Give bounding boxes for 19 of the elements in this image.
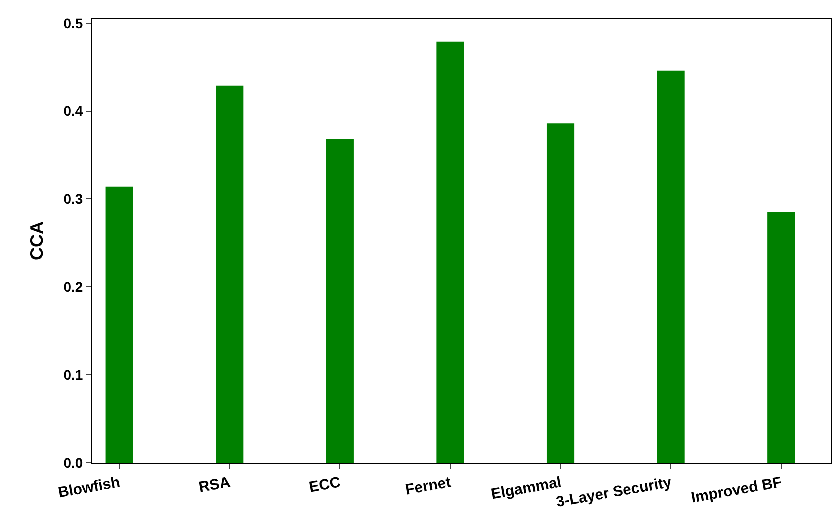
y-tick-label: 0.3 <box>64 191 84 208</box>
y-tick-label: 0.1 <box>64 366 84 383</box>
y-axis-title: CCA <box>26 222 47 260</box>
y-tick-label: 0.4 <box>64 103 84 120</box>
bar <box>768 212 796 463</box>
y-tick-label: 0.5 <box>64 15 84 32</box>
x-tick-label: RSA <box>198 474 232 496</box>
bar <box>436 42 464 463</box>
x-tick-label: ECC <box>308 474 342 496</box>
bar <box>657 70 685 463</box>
y-tick-label: 0.2 <box>64 279 84 296</box>
x-tick-label: Blowfish <box>57 474 122 502</box>
bar <box>546 124 575 463</box>
bar <box>326 139 354 463</box>
x-tick-label: Improved BF <box>690 474 784 507</box>
bar <box>216 86 244 463</box>
bar <box>106 186 134 463</box>
y-tick-label: 0.0 <box>64 454 84 471</box>
x-tick-label: Fernet <box>404 474 452 499</box>
